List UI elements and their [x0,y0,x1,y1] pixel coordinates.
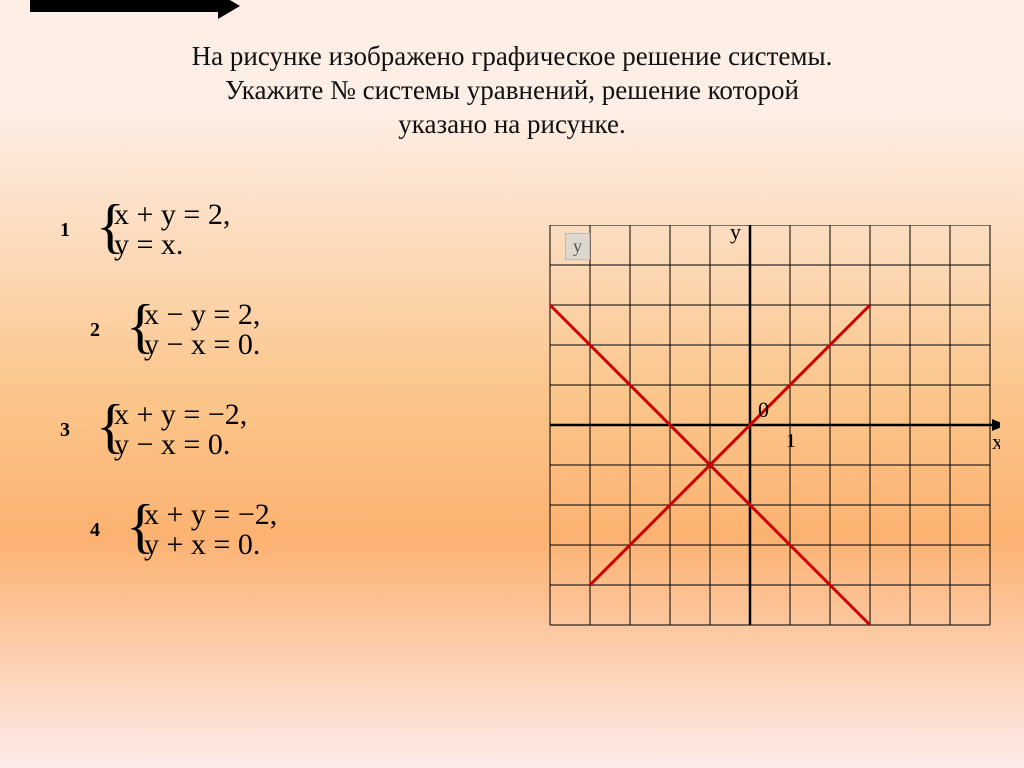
brace-icon: { [126,496,155,556]
decoration-arrow-head [218,0,240,19]
svg-text:x: x [992,429,1000,454]
option-4[interactable]: 4 { x + y = −2, y + x = 0. [60,500,440,560]
prompt-line-3: указано на рисунке. [398,109,625,139]
option-number: 3 [60,419,96,442]
system-equation: { x + y = −2, y + x = 0. [126,500,277,560]
prompt-line-2: Укажите № системы уравнений, решение кот… [225,75,799,105]
brace-icon: { [96,196,125,256]
prompt-line-1: На рисунке изображено графическое решени… [192,41,833,71]
option-2[interactable]: 2 { x − y = 2, y − x = 0. [60,300,440,360]
equation-line: x − y = 2, [144,300,260,330]
option-number: 1 [60,219,96,242]
brace-icon: { [126,296,155,356]
svg-text:0: 0 [758,397,769,422]
brace-icon: { [96,396,125,456]
system-equation: { x + y = −2, y − x = 0. [96,400,247,460]
decoration-arrow-bar [30,0,220,12]
equation-line: y − x = 0. [144,330,260,360]
coordinate-graph: yx01 у [540,225,980,625]
graph-svg: y x 01 [540,225,1000,645]
option-1[interactable]: 1 { x + y = 2, y = x. [60,200,440,260]
problem-prompt: На рисунке изображено графическое решени… [0,40,1024,141]
system-equation: { x − y = 2, y − x = 0. [126,300,260,360]
equation-line: x + y = 2, [114,200,230,230]
equation-line: x + y = −2, [114,400,247,430]
answer-options: 1 { x + y = 2, y = x. 2 { x − y = 2, y −… [60,200,440,600]
option-number: 2 [60,319,126,342]
y-legend-box: у [565,233,590,260]
svg-text:1: 1 [786,430,796,452]
equation-line: y − x = 0. [114,430,247,460]
equation-line: y + x = 0. [144,530,277,560]
equation-line: x + y = −2, [144,500,277,530]
option-number: 4 [60,519,126,542]
svg-text:y: y [730,225,741,244]
system-equation: { x + y = 2, y = x. [96,200,230,260]
equation-line: y = x. [114,230,230,260]
option-3[interactable]: 3 { x + y = −2, y − x = 0. [60,400,440,460]
